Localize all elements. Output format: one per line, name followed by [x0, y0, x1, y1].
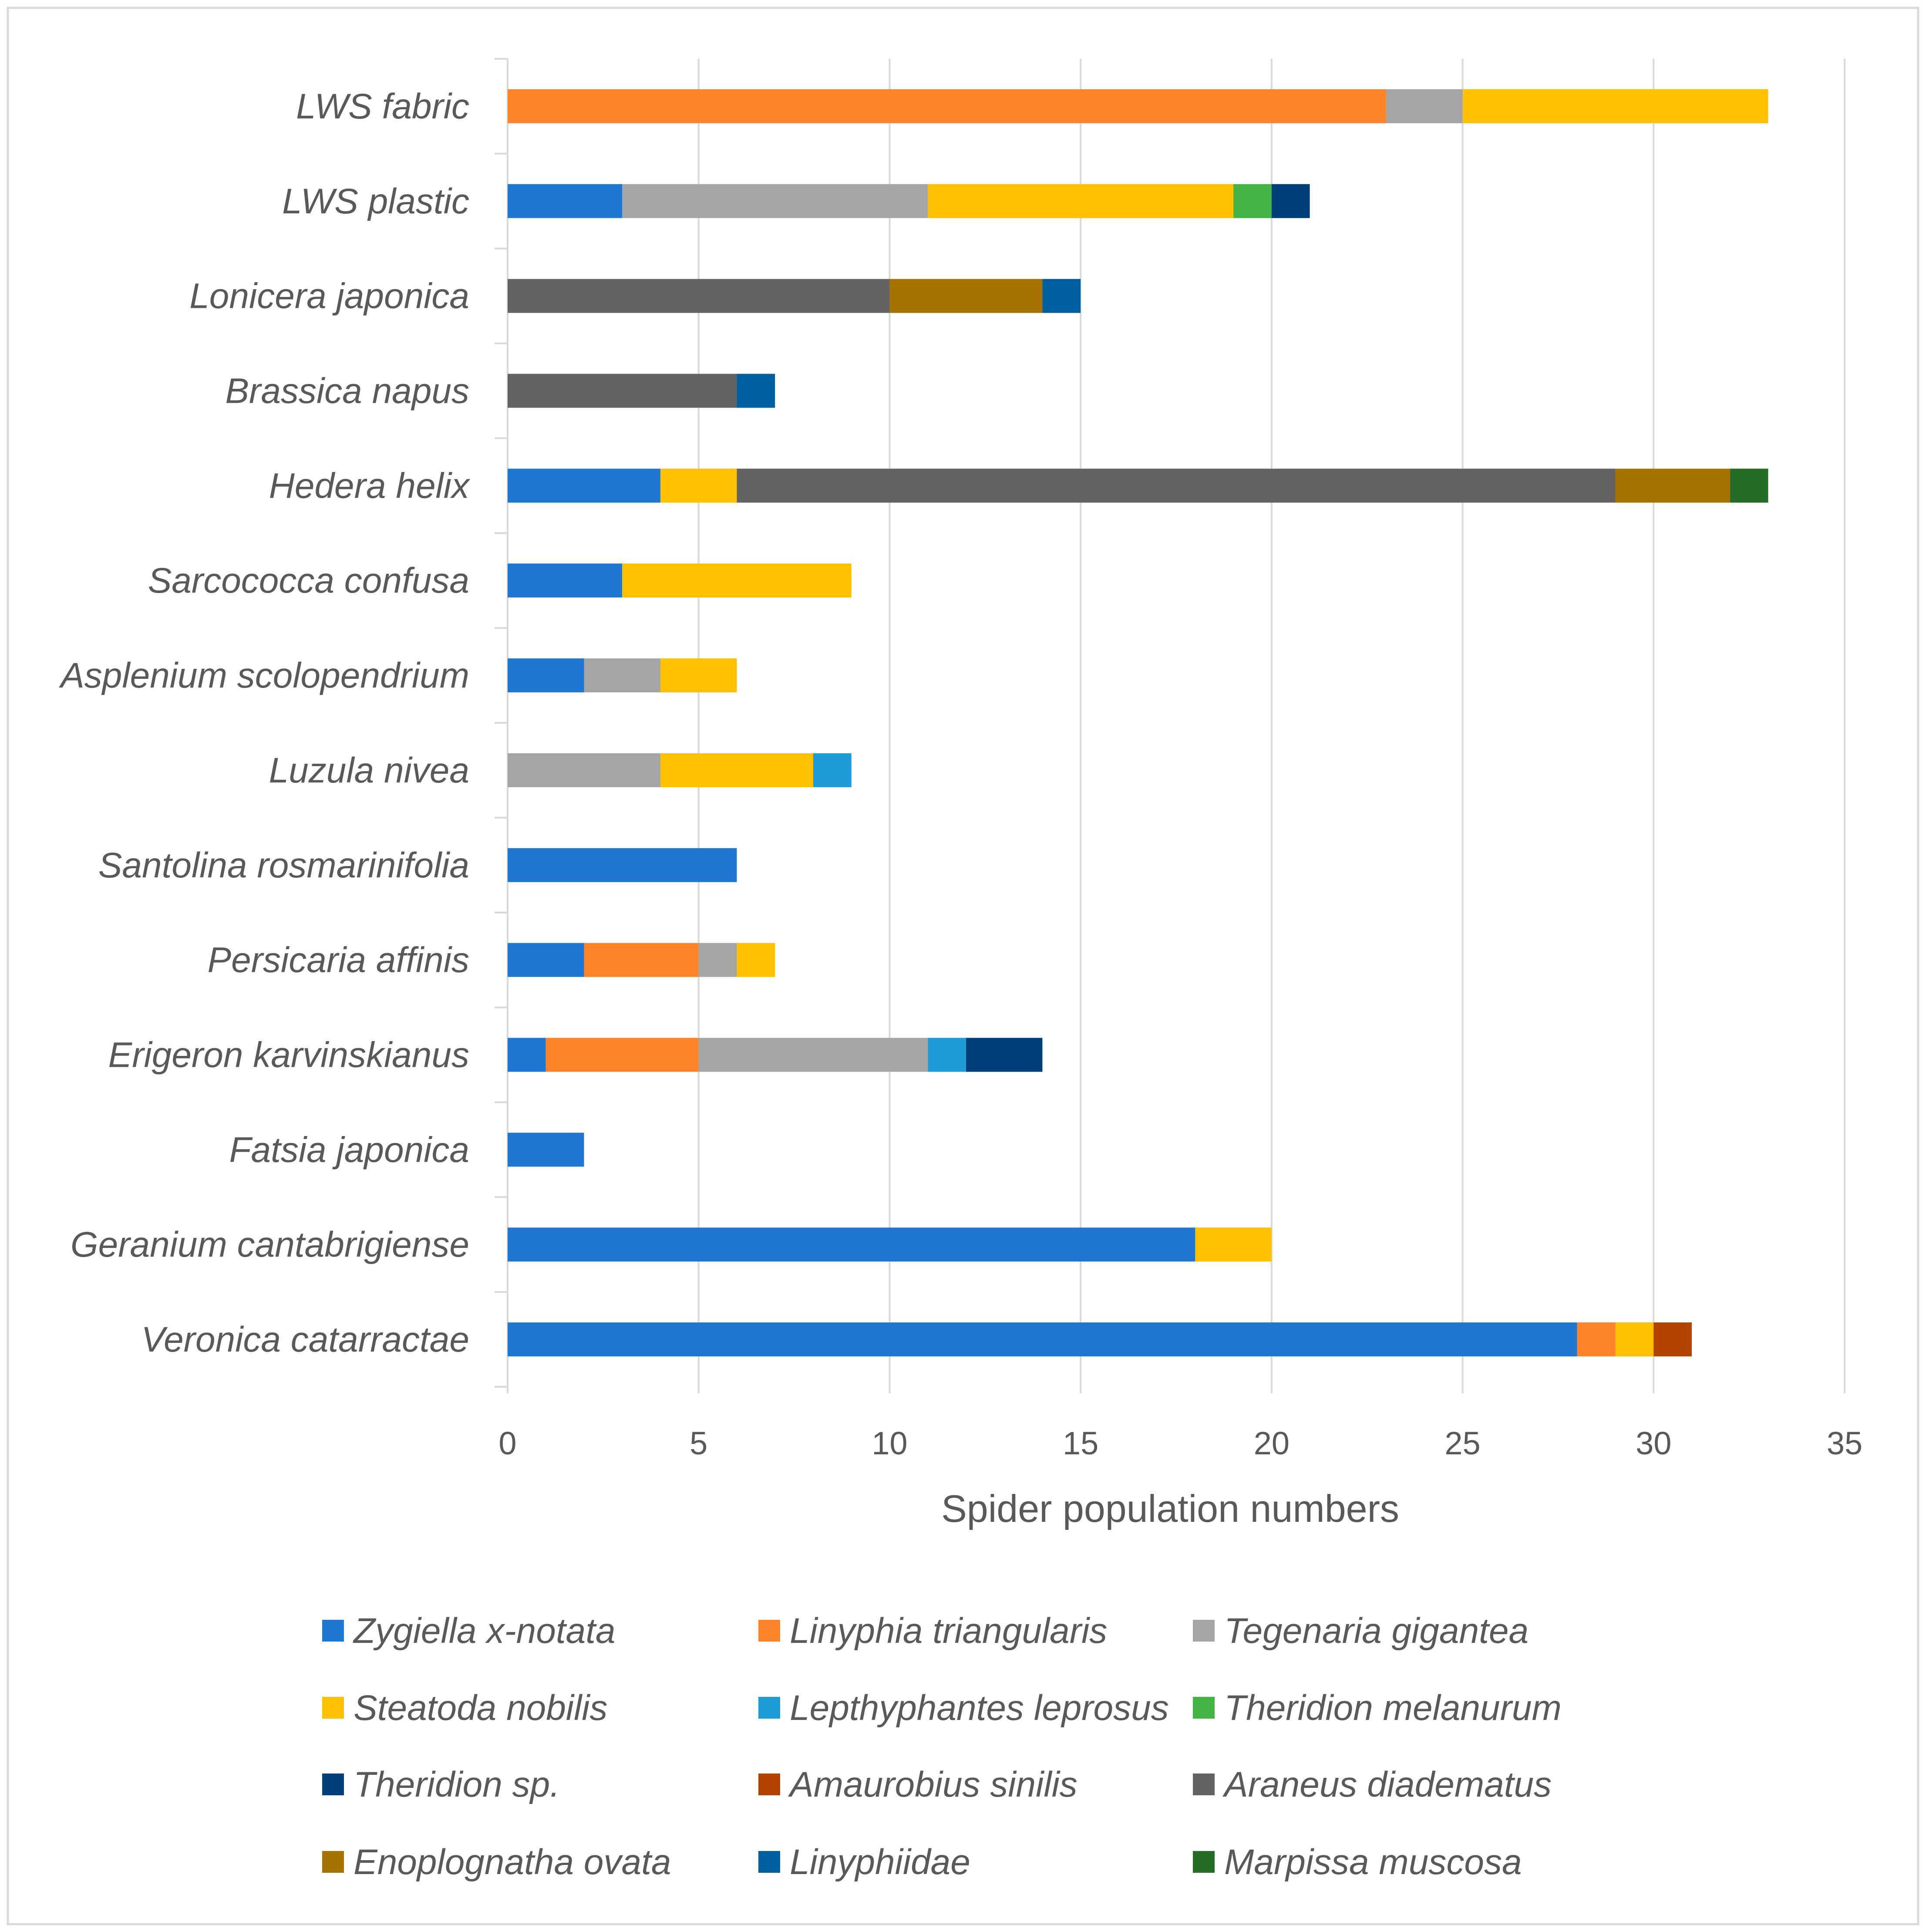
bar-segment [508, 1038, 546, 1072]
category-label: Veronica catarractae [141, 1320, 469, 1359]
legend-swatch [322, 1697, 344, 1719]
x-tick-label: 10 [872, 1425, 907, 1461]
bar-segment [584, 658, 660, 693]
bar-segment [584, 943, 699, 977]
category-label: LWS fabric [296, 87, 469, 126]
legend-label: Steatoda nobilis [354, 1688, 608, 1728]
legend-swatch [322, 1620, 344, 1642]
bar-segment [698, 943, 737, 977]
legend-swatch [758, 1774, 780, 1795]
bar-segment [508, 753, 660, 787]
bar-segment [508, 89, 1387, 123]
bar-segment [508, 374, 737, 408]
x-tick-label: 20 [1254, 1425, 1290, 1461]
category-labels: LWS fabric LWS plastic Lonicera japonica Br… [58, 87, 471, 1359]
bar-segment [1615, 1322, 1654, 1357]
legend-swatch [322, 1851, 344, 1873]
legend-swatch [758, 1697, 780, 1719]
x-tick-label: 35 [1827, 1425, 1862, 1461]
x-tick-label: 15 [1063, 1425, 1098, 1461]
legend-label: Linyphiidae [790, 1842, 970, 1882]
bar-segment [508, 1227, 1195, 1262]
bar-segment [660, 469, 737, 503]
bar-segment [1271, 184, 1310, 218]
legend-label: Tegenaria gigantea [1224, 1611, 1529, 1651]
bar-segment [508, 848, 737, 882]
category-label: Sarcococca confusa [148, 561, 469, 600]
legend-swatch [1193, 1774, 1215, 1795]
legend-label: Theridion melanurum [1224, 1688, 1562, 1728]
bar-segment [1462, 89, 1768, 123]
bar-segment [928, 184, 1234, 218]
category-label: Geranium cantabrigiense [71, 1225, 469, 1264]
bar-segment [1653, 1322, 1692, 1357]
category-label: Hedera helix [269, 466, 471, 506]
legend-label: Marpissa muscosa [1224, 1842, 1522, 1882]
legend-label: Theridion sp. [354, 1765, 560, 1804]
x-tick-label: 5 [690, 1425, 707, 1461]
category-label: Erigeron karvinskianus [108, 1035, 470, 1075]
legend: Zygiella x-notata Linyphia triangularis Te… [322, 1611, 1562, 1882]
bar-segment [928, 1038, 966, 1072]
x-tick-labels: 0 5 10 15 20 25 30 35 [498, 1425, 1862, 1461]
bar-segment [508, 279, 890, 313]
x-tick-label: 25 [1444, 1425, 1480, 1461]
category-label: Santolina rosmarinifolia [98, 846, 469, 885]
bar-segment [1577, 1322, 1616, 1357]
x-axis-title: Spider population numbers [941, 1487, 1399, 1530]
legend-label: Enoplognatha ovata [354, 1842, 671, 1882]
bar-segment [1195, 1227, 1272, 1262]
bar-segment [508, 1133, 584, 1167]
bar-segment [545, 1038, 699, 1072]
legend-label: Lepthyphantes leprosus [790, 1688, 1169, 1728]
bar-segment [660, 658, 737, 693]
bar-segment [737, 374, 775, 408]
bar-segment [1386, 89, 1463, 123]
legend-label: Amaurobius sinilis [788, 1765, 1077, 1804]
legend-label: Linyphia triangularis [790, 1611, 1107, 1651]
legend-swatch [322, 1774, 344, 1795]
bar-segment [508, 1322, 1577, 1357]
bar-segment [966, 1038, 1043, 1072]
bars [508, 89, 1768, 1357]
x-tick-label: 30 [1636, 1425, 1671, 1461]
category-label: Asplenium scolopendrium [58, 656, 469, 695]
bar-segment [660, 753, 813, 787]
bar-segment [698, 1038, 928, 1072]
legend-swatch [1193, 1851, 1215, 1873]
bar-segment [1233, 184, 1272, 218]
legend-swatch [758, 1851, 780, 1873]
bar-segment [508, 943, 584, 977]
legend-swatch [1193, 1697, 1215, 1719]
x-tick-label: 0 [498, 1425, 516, 1461]
bar-segment [622, 563, 852, 598]
category-label: LWS plastic [282, 182, 469, 221]
bar-segment [1042, 279, 1081, 313]
bar-segment [1730, 469, 1768, 503]
category-label: Lonicera japonica [189, 276, 469, 316]
chart-frame [7, 7, 1919, 1925]
legend-swatch [758, 1620, 780, 1642]
legend-label: Zygiella x-notata [353, 1611, 616, 1651]
category-label: Brassica napus [225, 371, 469, 411]
bar-segment [508, 658, 584, 693]
category-label: Fatsia japonica [229, 1130, 469, 1170]
bar-segment [508, 563, 623, 598]
category-label: Luzula nivea [269, 751, 469, 790]
bar-segment [737, 469, 1616, 503]
bar-segment [508, 469, 660, 503]
bar-segment [737, 943, 775, 977]
bar-segment [889, 279, 1043, 313]
bar-segment [508, 184, 623, 218]
legend-swatch [1193, 1620, 1215, 1642]
bar-segment [1615, 469, 1730, 503]
legend-label: Araneus diadematus [1222, 1765, 1552, 1804]
category-label: Persicaria affinis [207, 941, 469, 980]
bar-segment [813, 753, 852, 787]
bar-segment [622, 184, 928, 218]
